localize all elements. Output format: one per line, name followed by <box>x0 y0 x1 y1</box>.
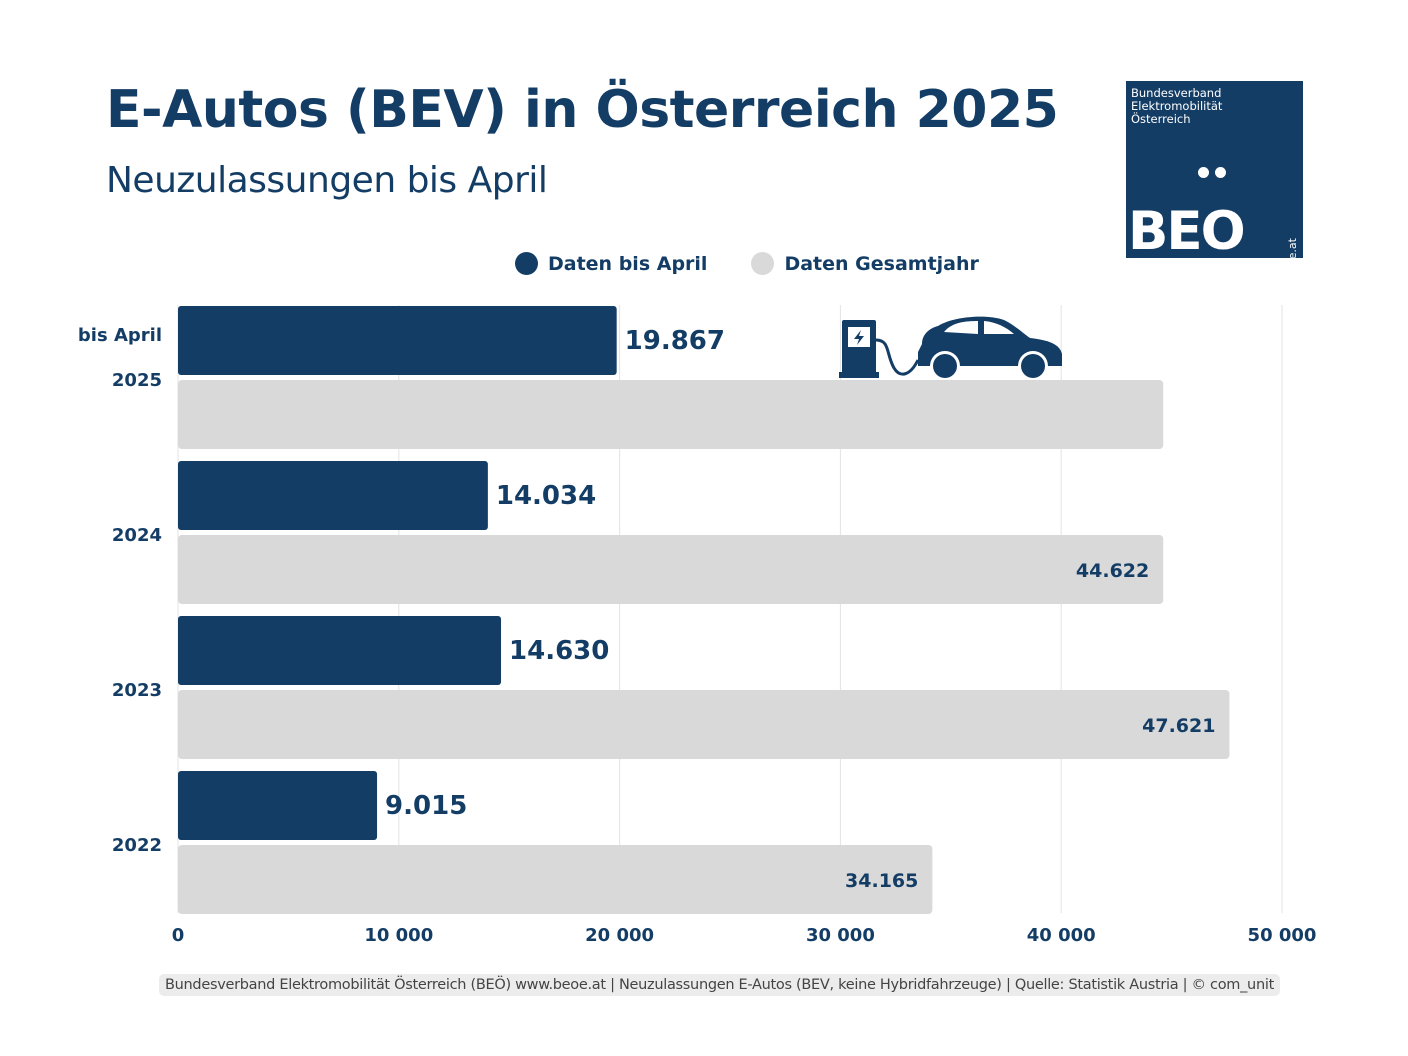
chart-legend: Daten bis April Daten Gesamtjahr <box>515 252 1023 275</box>
legend-swatch-april <box>515 252 538 275</box>
logo-org-name: Bundesverband Elektromobilität Österreic… <box>1131 87 1222 126</box>
bar-bis-april-2023 <box>178 616 502 685</box>
data-label-gesamtjahr-2022: 34.165 <box>845 870 918 892</box>
data-label-bis-april-2025: 19.867 <box>625 326 725 356</box>
chart-title: E-Autos (BEV) in Österreich 2025 <box>106 80 1059 140</box>
y-tick-label: 2023 <box>112 680 162 701</box>
bar-gesamtjahr-2024 <box>178 535 1164 604</box>
legend-label-fullyear: Daten Gesamtjahr <box>784 252 979 275</box>
ev-charging-car-icon <box>839 316 1062 380</box>
bar-bis-april-2025 <box>178 306 617 375</box>
logo-line-3: Österreich <box>1131 112 1191 126</box>
umlaut-dots-icon <box>1198 165 1232 183</box>
y-tick-label: 2022 <box>112 835 162 856</box>
bar-gesamtjahr-2025 <box>178 380 1164 449</box>
data-label-bis-april-2024: 14.034 <box>496 481 596 511</box>
x-tick-label: 30 000 <box>806 925 875 946</box>
y-tick-label: 2025 <box>112 370 162 391</box>
bar-gesamtjahr-2022 <box>178 845 933 914</box>
x-tick-label: 50 000 <box>1248 925 1317 946</box>
data-label-gesamtjahr-2023: 47.621 <box>1142 715 1215 737</box>
logo-line-1: Bundesverband <box>1131 86 1222 100</box>
bar-bis-april-2022 <box>178 771 378 840</box>
data-label-bis-april-2022: 9.015 <box>385 791 467 821</box>
legend-label-april: Daten bis April <box>548 252 708 275</box>
data-label-bis-april-2023: 14.630 <box>509 636 609 666</box>
x-tick-label: 10 000 <box>364 925 433 946</box>
legend-item-april: Daten bis April <box>515 252 707 275</box>
source-footer: Bundesverband Elektromobilität Österreic… <box>159 974 1280 996</box>
logo-wordmark: BEO <box>1128 201 1246 262</box>
beo-logo: Bundesverband Elektromobilität Österreic… <box>1126 81 1303 280</box>
legend-swatch-fullyear <box>751 252 775 275</box>
data-label-gesamtjahr-2024: 44.622 <box>1076 560 1149 582</box>
x-tick-label: 40 000 <box>1027 925 1096 946</box>
logo-line-2: Elektromobilität <box>1131 99 1223 113</box>
y-tick-prefix: bis April <box>78 325 162 346</box>
chart-subtitle: Neuzulassungen bis April <box>106 160 548 201</box>
bar-gesamtjahr-2023 <box>178 690 1230 759</box>
x-tick-label: 20 000 <box>585 925 654 946</box>
x-tick-label: 0 <box>172 925 185 946</box>
legend-item-fullyear: Daten Gesamtjahr <box>751 252 979 275</box>
bar-bis-april-2024 <box>178 461 488 530</box>
y-tick-label: 2024 <box>112 525 162 546</box>
